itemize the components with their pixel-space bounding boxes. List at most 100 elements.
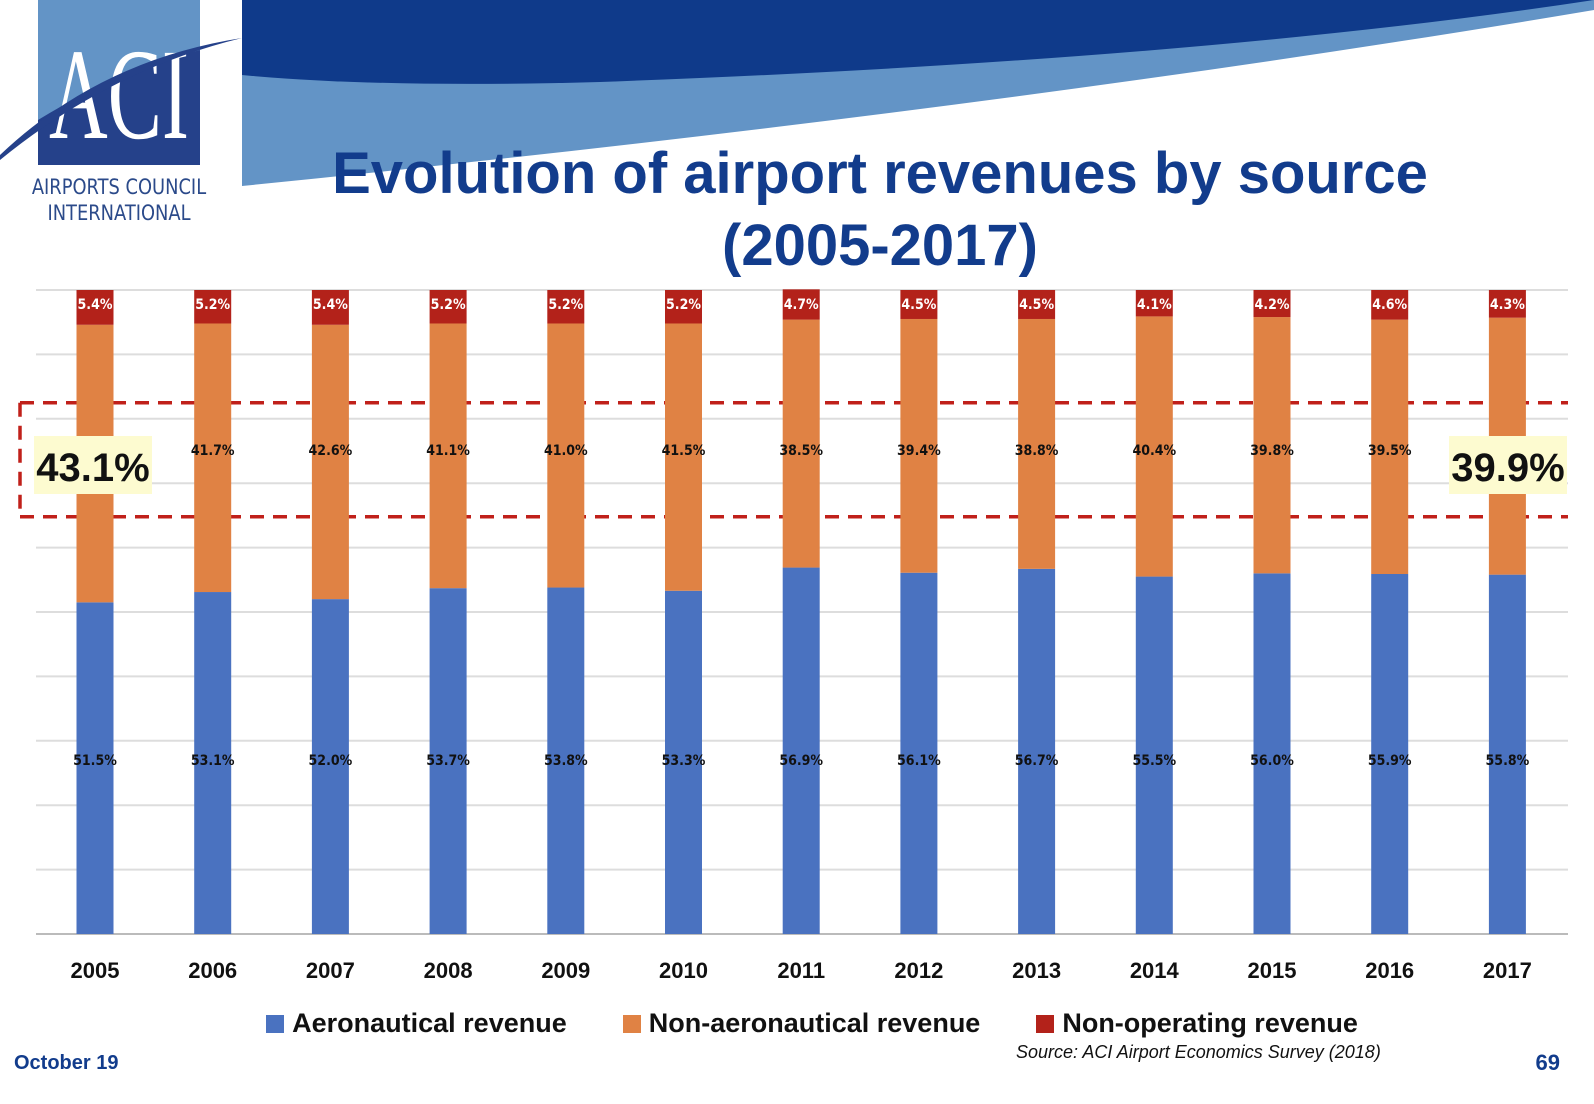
- chart-title: Evolution of airport revenues by source …: [300, 138, 1460, 282]
- org-name: AIRPORTS COUNCIL INTERNATIONAL: [25, 174, 214, 226]
- data-label: 55.9%: [1368, 753, 1412, 769]
- data-label: 4.6%: [1372, 297, 1407, 313]
- bar-2005-0: [76, 602, 114, 934]
- x-tick-label: 2013: [1012, 958, 1061, 983]
- x-tick-label: 2009: [541, 958, 590, 983]
- bar-2011-0: [782, 567, 820, 934]
- data-label: 41.1%: [426, 443, 470, 459]
- x-tick-label: 2008: [424, 958, 473, 983]
- bar-2015-2: [1253, 290, 1291, 318]
- bar-2011-2: [782, 289, 820, 320]
- highlight-box: [1449, 436, 1567, 494]
- data-label: 38.5%: [779, 443, 823, 459]
- bar-2005-2: [76, 290, 114, 325]
- data-label: 39.8%: [1250, 443, 1294, 459]
- data-label: 52.0%: [309, 753, 353, 769]
- data-label: 56.0%: [1250, 753, 1294, 769]
- bar-2012-1: [900, 318, 938, 573]
- legend-item-non-aeronautical: Non-aeronautical revenue: [622, 1008, 981, 1039]
- data-label: 5.2%: [431, 297, 466, 313]
- bar-2009-2: [547, 290, 585, 324]
- data-label: 53.3%: [662, 753, 706, 769]
- bar-2008-2: [429, 290, 467, 324]
- x-tick-label: 2005: [71, 958, 120, 983]
- org-name-line2: INTERNATIONAL: [47, 201, 191, 225]
- data-label: 56.1%: [897, 753, 941, 769]
- bar-2013-1: [1018, 318, 1056, 569]
- data-label: 55.8%: [1486, 753, 1530, 769]
- data-label: 5.2%: [548, 297, 583, 313]
- bar-2007-0: [311, 599, 349, 934]
- data-label: 40.4%: [1132, 443, 1176, 459]
- bar-2012-0: [900, 572, 938, 934]
- bar-2010-2: [665, 290, 702, 324]
- highlight-label: 39.9%: [1451, 446, 1564, 490]
- data-label: 5.4%: [313, 297, 348, 313]
- logo-box-dark: [38, 50, 200, 165]
- data-label: 5.2%: [666, 297, 701, 313]
- x-tick-label: 2016: [1365, 958, 1414, 983]
- bar-2007-1: [311, 324, 349, 600]
- data-label: 39.4%: [897, 443, 941, 459]
- bar-2016-0: [1371, 574, 1409, 934]
- bar-2014-2: [1135, 290, 1173, 317]
- data-label: 41.7%: [191, 443, 235, 459]
- data-label: 4.5%: [901, 297, 936, 313]
- legend-label: Non-aeronautical revenue: [648, 1008, 981, 1038]
- bar-2007-2: [311, 290, 349, 325]
- chart-area: 51.5% 5.4% 2005 53.1% 41.7% 5.2% 2006 52.0% 42.6…: [18, 289, 1568, 983]
- data-label: 4.7%: [784, 297, 819, 313]
- bar-2012-2: [900, 290, 938, 319]
- bar-2008-0: [429, 588, 467, 934]
- data-label: 41.0%: [544, 443, 588, 459]
- highlight-label: 43.1%: [36, 446, 149, 490]
- data-label: 53.7%: [426, 753, 470, 769]
- bar-2009-1: [547, 323, 585, 588]
- data-label: 56.9%: [779, 753, 823, 769]
- data-label: 53.8%: [544, 753, 588, 769]
- bar-2017-2: [1488, 290, 1526, 318]
- legend-label: Non-operating revenue: [1062, 1008, 1358, 1038]
- x-tick-label: 2015: [1248, 958, 1297, 983]
- data-label: 5.4%: [78, 297, 113, 313]
- data-label: 51.5%: [73, 753, 117, 769]
- data-label: 39.5%: [1368, 443, 1412, 459]
- bar-2014-0: [1135, 576, 1173, 934]
- bar-2009-0: [547, 587, 585, 934]
- bar-2013-2: [1018, 290, 1056, 319]
- x-tick-label: 2014: [1130, 958, 1180, 983]
- title-line2: (2005-2017): [722, 213, 1038, 278]
- bar-2016-2: [1371, 290, 1409, 320]
- data-label: 56.7%: [1015, 753, 1059, 769]
- bar-2016-1: [1371, 319, 1409, 575]
- bar-2006-2: [194, 290, 232, 324]
- x-tick-label: 2017: [1483, 958, 1532, 983]
- footer-date: October 19: [14, 1052, 119, 1074]
- x-tick-label: 2012: [894, 958, 943, 983]
- legend-item-aeronautical: Aeronautical revenue: [266, 1008, 567, 1039]
- legend-item-non-operating: Non-operating revenue: [1036, 1008, 1358, 1039]
- logo-letters: ACI: [49, 23, 189, 167]
- x-tick-label: 2006: [188, 958, 237, 983]
- bar-2013-0: [1018, 568, 1056, 934]
- data-label: 4.3%: [1490, 297, 1525, 313]
- data-label: 55.5%: [1132, 753, 1176, 769]
- legend-swatch: [622, 1014, 641, 1033]
- bar-2010-0: [665, 590, 702, 934]
- bar-2017-0: [1488, 574, 1526, 934]
- data-label: 42.6%: [309, 443, 353, 459]
- data-label: 5.2%: [195, 297, 230, 313]
- highlight-box: [34, 436, 152, 494]
- bar-2008-1: [429, 323, 467, 589]
- legend: Aeronautical revenue Non-aeronautical re…: [0, 1008, 1594, 1039]
- data-label: 53.1%: [191, 753, 235, 769]
- x-tick-label: 2007: [306, 958, 355, 983]
- legend-label: Aeronautical revenue: [292, 1008, 567, 1038]
- x-tick-label: 2010: [659, 958, 708, 983]
- bar-2011-1: [782, 319, 820, 568]
- source-note: Source: ACI Airport Economics Survey (20…: [1016, 1042, 1381, 1062]
- bar-2015-0: [1253, 573, 1291, 934]
- legend-swatch: [1036, 1014, 1055, 1033]
- page-number: 69: [1535, 1050, 1560, 1075]
